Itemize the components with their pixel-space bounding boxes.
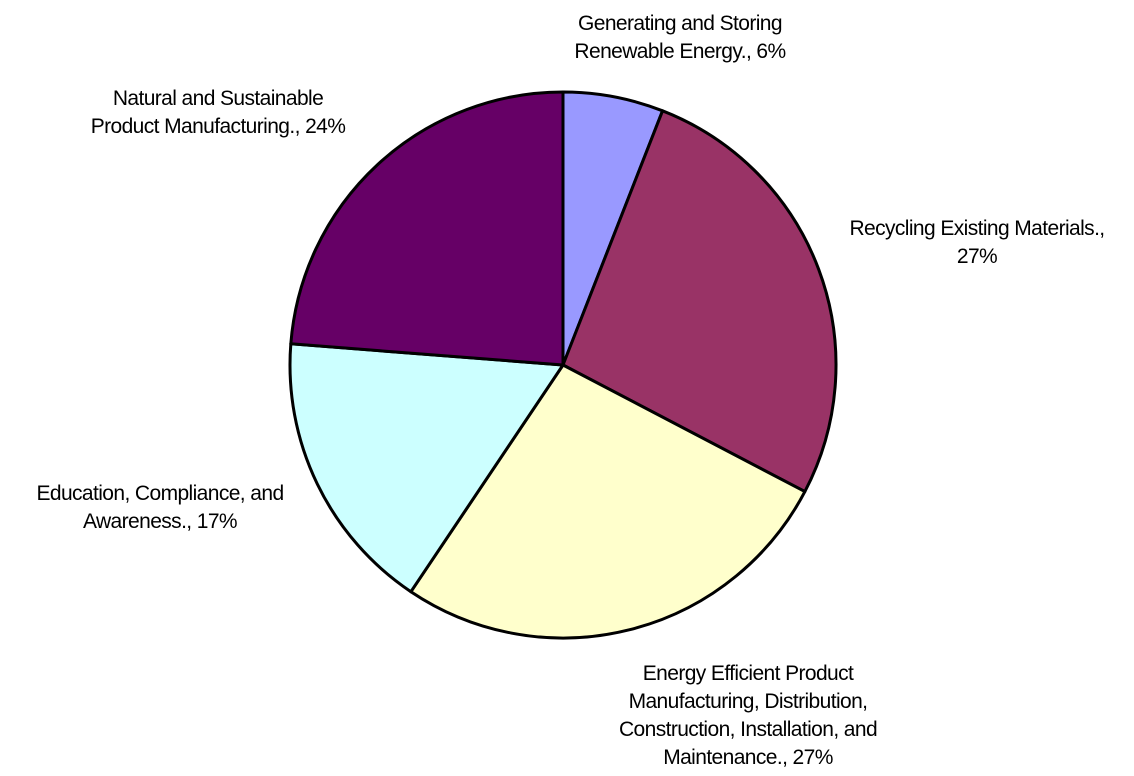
slice-label-line: Natural and Sustainable <box>113 87 323 110</box>
pie-slice-5 <box>289 90 565 367</box>
slice-label-line: Awareness., 17% <box>83 510 237 533</box>
slice-label-line: Renewable Energy., 6% <box>574 40 785 63</box>
slice-label-line: Construction, Installation, and <box>619 718 877 741</box>
slice-label-line: Manufacturing, Distribution, <box>629 690 868 713</box>
slice-label-line: Recycling Existing Materials., <box>849 217 1104 240</box>
pie-slices <box>288 90 838 640</box>
pie-labels: Generating and Storing Renewable Energy.,… <box>36 12 1105 769</box>
slice-label-line: Energy Efficient Product <box>643 662 854 685</box>
slice-label-3: Energy Efficient Product Manufacturing, D… <box>619 662 877 769</box>
pie-slice-4 <box>288 342 565 594</box>
slice-label-2: Recycling Existing Materials., 27% <box>849 217 1104 268</box>
pie-slice-2 <box>561 109 838 494</box>
slice-label-5: Natural and Sustainable Product Manufactu… <box>91 87 346 138</box>
slice-label-line: 27% <box>957 245 997 268</box>
slice-label-line: Maintenance., 27% <box>663 746 833 769</box>
pie-slice-3 <box>409 363 807 640</box>
slice-label-line: Education, Compliance, and <box>36 482 283 505</box>
slice-label-4: Education, Compliance, and Awareness., 17… <box>36 482 283 533</box>
slice-label-line: Generating and Storing <box>578 12 782 35</box>
slice-label-line: Product Manufacturing., 24% <box>91 115 346 138</box>
slice-label-1: Generating and Storing Renewable Energy.,… <box>574 12 785 63</box>
